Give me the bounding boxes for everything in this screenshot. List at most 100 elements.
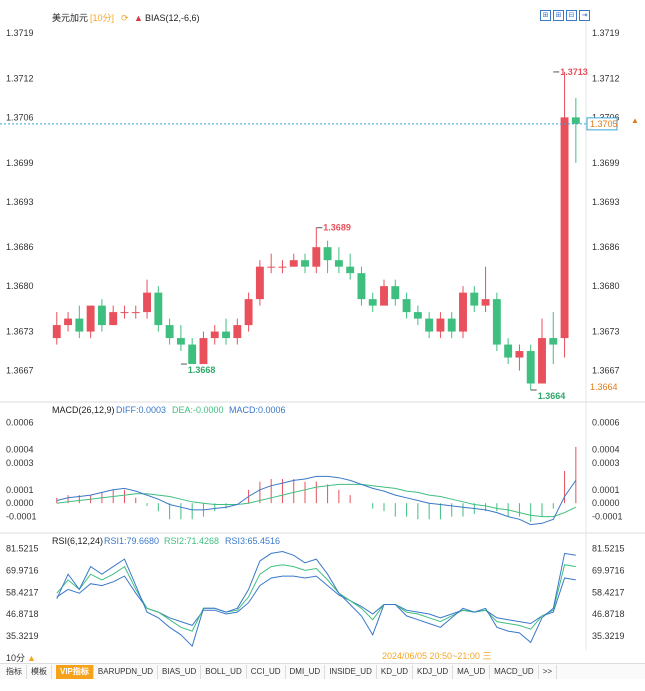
rsi-y-tick-left: 58.4217 (6, 587, 39, 597)
y-tick-label-left: 1.3667 (6, 366, 34, 376)
tab-templates[interactable]: 模板 (27, 664, 52, 679)
candle-body (391, 286, 400, 300)
macd-y-tick-right: 0.0000 (592, 498, 620, 508)
arrow-up-icon: ▲ (134, 13, 143, 23)
y-tick-label-right: 1.3673 (592, 327, 620, 337)
macd-y-tick-left: 0.0001 (6, 485, 34, 495)
candle-body (120, 312, 129, 314)
indicator-tab-bar: 指标 模板 VIP指标 BARUPDN_UD BIAS_UD BOLL_UD C… (0, 663, 645, 679)
rsi-legend-item: RSI3:65.4516 (225, 536, 280, 546)
macd-y-tick-right: 0.0004 (592, 445, 620, 455)
period-bar: 10分 ▲ (0, 650, 645, 663)
current-price-box (586, 117, 618, 131)
rsi-title: RSI(6,12,24) (52, 536, 103, 546)
y-tick-label-left: 1.3712 (6, 73, 34, 83)
tab-kd[interactable]: KD_UD (377, 664, 413, 679)
tab-barupdn[interactable]: BARUPDN_UD (94, 664, 159, 679)
rsi-y-tick-left: 46.8718 (6, 609, 39, 619)
rsi-y-tick-right: 46.8718 (592, 609, 625, 619)
tab-cci[interactable]: CCI_UD (247, 664, 286, 679)
candle-body (538, 338, 546, 384)
tab-more[interactable]: >> (539, 664, 558, 679)
tab-indicators[interactable]: 指标 (0, 664, 27, 679)
candle-body (75, 318, 84, 332)
crosshair-datetime: 2024/06/05 20:50~21:00 三 (382, 651, 491, 661)
period-label: [10分] (90, 13, 114, 23)
candle-body (131, 312, 140, 314)
price-annotation: 1.3664 (538, 391, 566, 401)
y-tick-label-left: 1.3673 (6, 327, 34, 337)
candle-body (52, 325, 61, 339)
macd-y-tick-left: 0.0004 (6, 445, 34, 455)
triangle-up-icon: ▲ (27, 653, 36, 663)
collapse-icon[interactable]: ⇥ (579, 10, 590, 21)
period-selector[interactable]: 10分 ▲ (6, 653, 36, 663)
candle-body (301, 260, 309, 267)
chart-canvas[interactable]: 1.37191.37191.37121.37121.37061.37061.36… (0, 0, 645, 663)
candle-body (571, 117, 580, 124)
grid-plus-icon[interactable]: ⊞ (553, 10, 564, 21)
candle-body (436, 318, 445, 332)
y-tick-label-right: 1.3680 (592, 281, 620, 291)
tab-dmi[interactable]: DMI_UD (286, 664, 326, 679)
candle-body (481, 299, 490, 306)
price-annotation: 1.3668 (188, 365, 216, 375)
grid-minus-icon[interactable]: ⊟ (566, 10, 577, 21)
candle-body (549, 338, 558, 345)
y-tick-label-right: 1.3719 (592, 28, 620, 38)
candle-body (199, 338, 208, 365)
y-tick-label-right: 1.3693 (592, 197, 620, 207)
chart-toolbar: ⊞ ⊞ ⊟ ⇥ (540, 10, 590, 21)
macd-y-tick-right: 0.0001 (592, 485, 620, 495)
candle-body (413, 312, 422, 319)
rsi-legend-item: RSI2:71.4268 (164, 536, 219, 546)
candle-body (334, 260, 343, 267)
y-tick-label-left: 1.3680 (6, 281, 34, 291)
price-annotation: 1.3689 (323, 223, 351, 233)
refresh-icon: ⟳ (121, 13, 129, 23)
candle-body (515, 351, 524, 358)
macd-y-tick-left: 0.0003 (6, 458, 34, 468)
candle-body (526, 351, 535, 384)
candle-body (447, 318, 456, 332)
grid-icon[interactable]: ⊞ (540, 10, 551, 21)
macd-y-tick-left: 0.0000 (6, 498, 34, 508)
tab-inside[interactable]: INSIDE_UD (325, 664, 377, 679)
rsi-y-tick-right: 81.5215 (592, 544, 625, 554)
y-tick-label-left: 1.3686 (6, 242, 34, 252)
rsi-y-tick-right: 58.4217 (592, 587, 625, 597)
y-tick-label-left: 1.3699 (6, 158, 34, 168)
macd-title: MACD(26,12,9) (52, 405, 115, 415)
candle-body (210, 331, 219, 339)
candle-body (402, 299, 411, 313)
diff-line (56, 475, 577, 526)
tab-macd[interactable]: MACD_UD (490, 664, 539, 679)
rsi-y-tick-left: 81.5215 (6, 544, 39, 554)
candle-body (492, 299, 501, 345)
indicator-label: BIAS(12,-6,6) (145, 13, 200, 23)
y-tick-label-left: 1.3706 (6, 112, 34, 122)
candle-body (346, 266, 355, 274)
candle-body (244, 299, 253, 326)
candle-body (267, 266, 276, 268)
macd-y-tick-right: 0.0003 (592, 458, 620, 468)
tab-kdj[interactable]: KDJ_UD (413, 664, 454, 679)
candle-body (380, 286, 388, 306)
tab-bias[interactable]: BIAS_UD (158, 664, 202, 679)
candle-body (64, 318, 73, 326)
y-tick-label-right: 1.3699 (592, 158, 620, 168)
rsi-legend-item: RSI1:79.6680 (104, 536, 159, 546)
y-tick-label-left: 1.3719 (6, 28, 34, 38)
rsi-y-tick-left: 35.3219 (6, 631, 39, 641)
candle-body (233, 325, 242, 339)
tab-vip-indicators[interactable]: VIP指标 (56, 664, 94, 679)
price-pointer-icon: ▲ (631, 116, 639, 125)
candle-body (289, 260, 298, 267)
candle-body (176, 338, 185, 345)
current-price-label: 1.3705 (590, 119, 618, 129)
rsi-y-tick-left: 69.9716 (6, 565, 39, 575)
tab-boll[interactable]: BOLL_UD (201, 664, 247, 679)
candle-body (222, 331, 230, 339)
tab-ma[interactable]: MA_UD (453, 664, 491, 679)
candle-body (188, 344, 197, 365)
